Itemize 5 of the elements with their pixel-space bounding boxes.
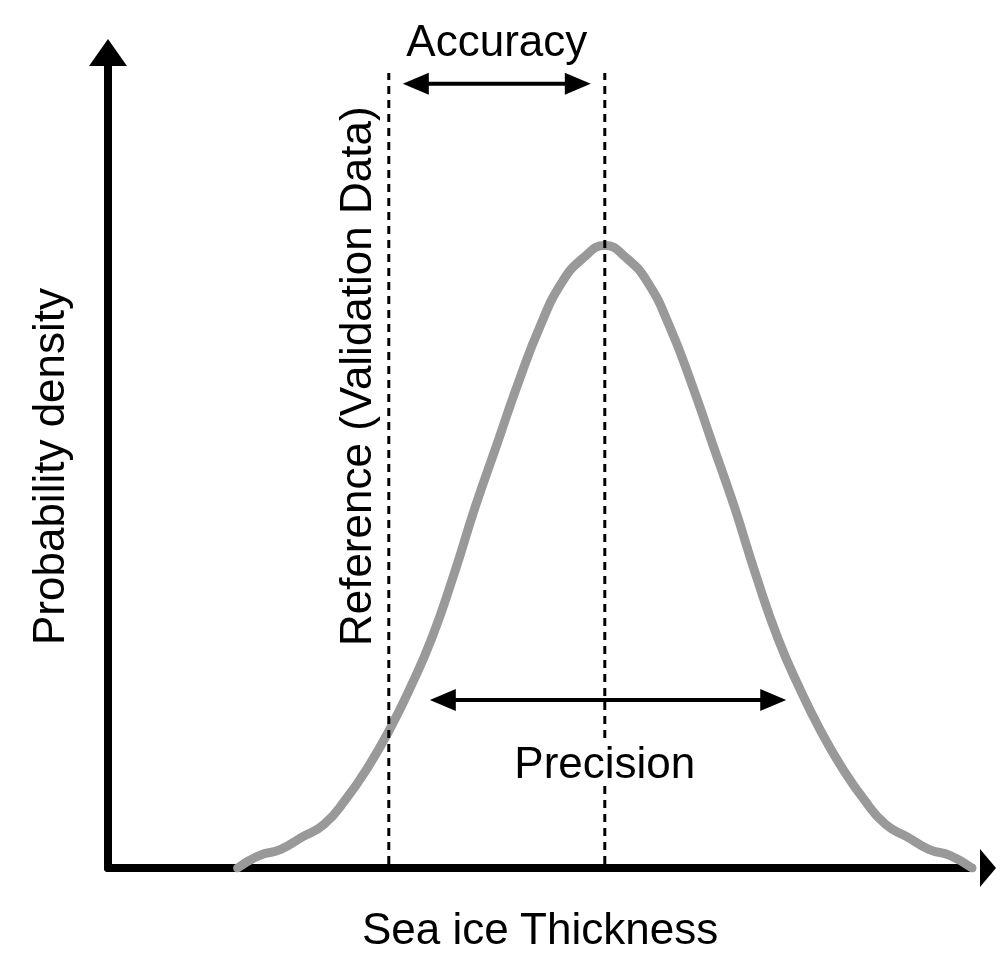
annotation: Reference (Validation Data): [330, 106, 380, 647]
x-axis-title: Sea ice Thickness: [361, 903, 719, 953]
y-axis-title: Probability density: [23, 287, 73, 646]
text: Accuracy: [406, 16, 588, 65]
annotation: Precision: [514, 737, 696, 787]
